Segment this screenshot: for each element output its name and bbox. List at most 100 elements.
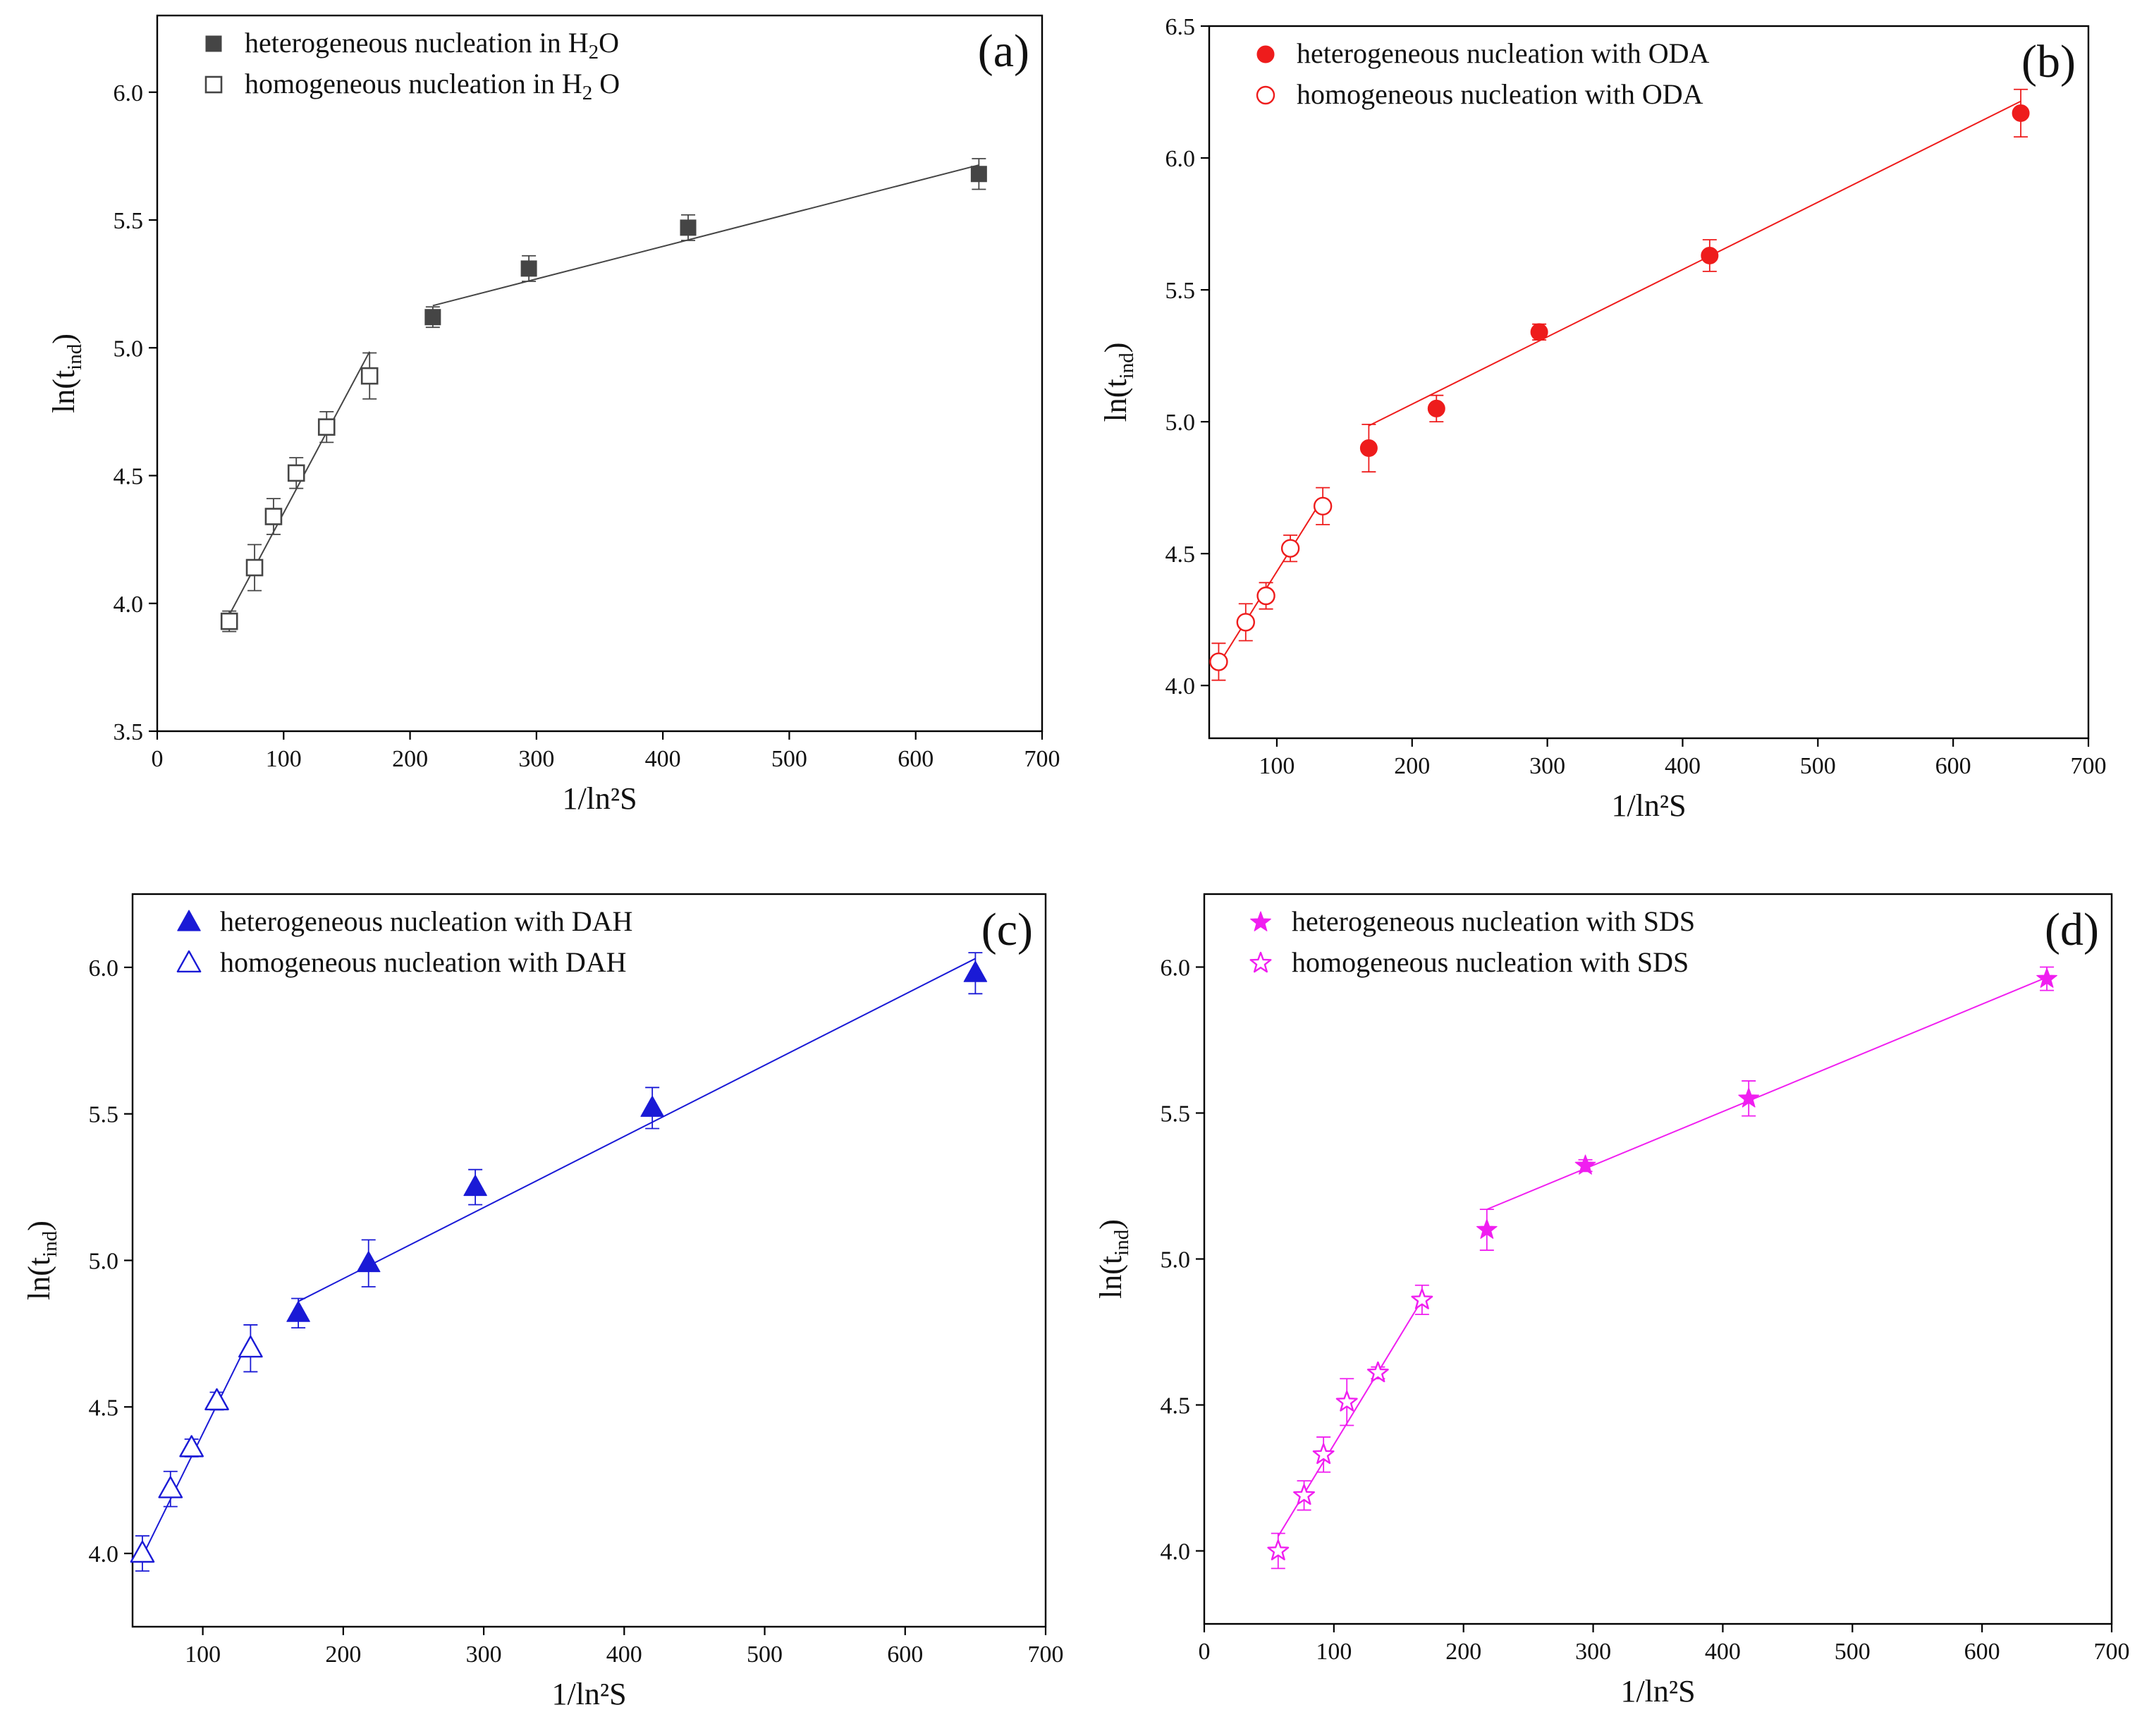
- x-tick-label: 300: [518, 746, 554, 772]
- x-tick-label: 100: [1316, 1639, 1352, 1665]
- data-point: [1312, 1443, 1335, 1465]
- legend-marker: [1256, 45, 1275, 63]
- y-tick-label: 4.0: [114, 592, 144, 618]
- panel-label: (a): [978, 25, 1029, 77]
- x-tick-label: 500: [1835, 1639, 1871, 1665]
- x-tick-label: 300: [1575, 1639, 1611, 1665]
- x-tick-label: 200: [325, 1642, 361, 1668]
- data-point: [360, 367, 379, 385]
- legend-entry: homogeneous nucleation with SDS: [1249, 946, 1689, 978]
- data-point: [1256, 586, 1275, 606]
- data-point: [1236, 613, 1255, 632]
- y-axis-title: ln(tind): [1094, 1219, 1133, 1299]
- data-point: [680, 219, 697, 236]
- legend-label: heterogeneous nucleation with DAH: [220, 905, 632, 937]
- y-tick-label: 6.0: [1165, 146, 1196, 172]
- panel-label: (b): [2021, 36, 2076, 87]
- fit-line: [298, 958, 976, 1302]
- panel-a: 0 100 200 300 400 500 600 700 3.5 4.0 4.5 5.0 5.5 6.0…: [47, 14, 1060, 816]
- data-point: [1359, 439, 1378, 458]
- y-tick-label: 5.0: [1161, 1247, 1191, 1273]
- x-tick-label: 400: [1705, 1639, 1741, 1665]
- data-point: [264, 508, 283, 525]
- series-homogeneous: [220, 351, 379, 632]
- data-point: [1313, 496, 1333, 516]
- data-point: [158, 1476, 183, 1498]
- data-point: [520, 260, 537, 277]
- series-heterogeneous: [424, 158, 987, 329]
- data-point: [1411, 1288, 1433, 1309]
- y-tick-label: 4.5: [1161, 1393, 1191, 1419]
- x-axis-title: 1/ln²S: [562, 781, 637, 816]
- fit-line: [1218, 498, 1323, 665]
- x-tick-label: 100: [266, 746, 302, 772]
- series-heterogeneous: [1359, 88, 2030, 473]
- data-point: [245, 558, 264, 577]
- x-axis-title: 1/ln²S: [1620, 1674, 1695, 1709]
- data-point: [287, 464, 305, 482]
- panel-b: 100 200 300 400 500 600 700 4.0 4.5 5.0 5.5 6.0 6.5 1…: [1098, 14, 2107, 823]
- legend-marker: [205, 35, 222, 52]
- data-point: [1427, 399, 1445, 417]
- data-point: [463, 1175, 487, 1197]
- y-tick-label: 3.5: [114, 719, 144, 745]
- x-tick-label: 600: [1964, 1639, 2000, 1665]
- data-point: [238, 1335, 263, 1358]
- x-tick-label: 0: [1199, 1639, 1211, 1665]
- data-point: [1574, 1154, 1596, 1175]
- data-point: [2012, 104, 2030, 122]
- data-point: [1476, 1218, 1498, 1239]
- legend-marker: [204, 75, 223, 94]
- legend-entry: heterogeneous nucleation in H2O: [205, 27, 619, 63]
- y-tick-label: 4.5: [114, 464, 144, 490]
- x-tick-label: 100: [1259, 753, 1295, 779]
- legend-entry: heterogeneous nucleation with SDS: [1250, 905, 1695, 937]
- fit-line: [432, 164, 979, 307]
- legend-entry: heterogeneous nucleation with DAH: [177, 905, 632, 937]
- legend-label: heterogeneous nucleation with ODA: [1297, 37, 1710, 69]
- x-tick-label: 100: [185, 1642, 221, 1668]
- y-tick-label: 5.5: [114, 208, 144, 234]
- y-tick-label: 5.5: [1165, 278, 1196, 304]
- legend-label: homogeneous nucleation with SDS: [1292, 946, 1689, 978]
- data-point: [1280, 539, 1300, 558]
- x-tick-label: 700: [1028, 1642, 1064, 1668]
- data-point: [317, 418, 336, 436]
- series-homogeneous: [1267, 1284, 1433, 1570]
- legend-marker: [176, 950, 202, 973]
- x-tick-label: 600: [887, 1642, 923, 1668]
- legend-marker: [1249, 951, 1272, 973]
- y-tick-label: 4.0: [1165, 673, 1196, 699]
- panel-c: 100 200 300 400 500 600 700 4.0 4.5 5.0 5.5 6.0 1/ln…: [22, 893, 1064, 1711]
- y-tick-label: 5.0: [89, 1249, 119, 1275]
- y-tick-label: 4.5: [1165, 542, 1196, 568]
- x-tick-label: 700: [2071, 753, 2107, 779]
- x-axis-title: 1/ln²S: [551, 1677, 626, 1711]
- legend-label: heterogeneous nucleation with SDS: [1292, 905, 1695, 937]
- data-point: [130, 1540, 155, 1563]
- legend-entry: homogeneous nucleation in H2 O: [204, 68, 620, 104]
- data-point: [179, 1435, 204, 1457]
- legend-entry: homogeneous nucleation with DAH: [176, 946, 627, 978]
- data-point: [2036, 967, 2057, 988]
- y-tick-label: 5.0: [114, 336, 144, 362]
- data-point: [963, 960, 988, 982]
- x-tick-label: 500: [747, 1642, 783, 1668]
- data-point: [1267, 1539, 1290, 1560]
- x-tick-label: 0: [152, 746, 164, 772]
- legend-entry: homogeneous nucleation with ODA: [1256, 78, 1703, 110]
- y-tick-label: 4.0: [1161, 1539, 1191, 1565]
- data-point: [424, 309, 441, 326]
- x-tick-label: 700: [1024, 746, 1060, 772]
- y-tick-label: 5.5: [1161, 1101, 1191, 1127]
- data-point: [970, 166, 987, 183]
- y-tick-label: 4.0: [89, 1541, 119, 1567]
- y-axis-title: ln(tind): [47, 334, 86, 413]
- legend-label: homogeneous nucleation with ODA: [1297, 78, 1703, 110]
- y-tick-label: 5.5: [89, 1102, 119, 1128]
- legend-label: homogeneous nucleation with DAH: [220, 946, 627, 978]
- data-point: [286, 1300, 310, 1322]
- y-tick-label: 5.0: [1165, 410, 1196, 436]
